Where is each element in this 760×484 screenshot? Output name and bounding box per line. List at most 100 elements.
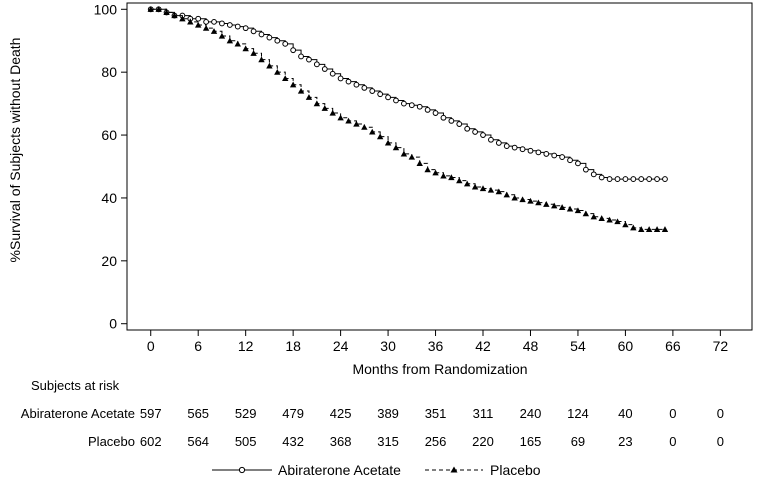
at-risk-count: 479 (282, 406, 304, 421)
at-risk-count: 529 (235, 406, 257, 421)
data-point (416, 160, 423, 166)
at-risk-count: 315 (377, 434, 399, 449)
data-point (480, 132, 486, 138)
data-point (622, 221, 629, 228)
data-point (646, 176, 653, 182)
data-point (416, 103, 423, 110)
data-point (234, 40, 241, 47)
data-point (306, 56, 312, 63)
data-point (369, 128, 376, 135)
data-point (630, 176, 637, 182)
y-tick-label: 60 (101, 127, 117, 143)
at-risk-count: 389 (377, 406, 399, 421)
data-point (258, 56, 265, 63)
data-point (203, 18, 210, 25)
data-point (464, 125, 471, 132)
at-risk-count: 0 (717, 434, 724, 449)
x-tick-label: 0 (147, 338, 155, 354)
x-tick-label: 60 (618, 338, 634, 354)
data-point (234, 23, 241, 30)
data-point (337, 75, 344, 82)
data-point (463, 180, 471, 187)
data-point (219, 20, 225, 27)
data-point (369, 88, 376, 94)
at-risk-count: 425 (330, 406, 352, 421)
data-point (471, 183, 479, 190)
data-point (179, 15, 186, 22)
legend: Abiraterone Acetate Placebo (212, 462, 541, 478)
data-point (321, 105, 328, 111)
data-point (290, 47, 297, 54)
data-point (424, 107, 431, 113)
data-point (250, 50, 257, 56)
data-point (653, 226, 661, 232)
data-point (384, 139, 392, 146)
data-point (353, 120, 360, 127)
data-point (377, 91, 384, 98)
at-risk-count: 505 (235, 434, 257, 449)
at-risk-row-label: Abiraterone Acetate (21, 406, 135, 421)
data-point (614, 176, 621, 182)
data-point (598, 174, 605, 181)
at-risk-count: 23 (618, 434, 632, 449)
data-point (147, 6, 154, 12)
data-point (582, 210, 590, 217)
at-risk-count: 597 (140, 406, 162, 421)
at-risk-count: 351 (425, 406, 447, 421)
x-tick-label: 54 (570, 338, 586, 354)
data-point (258, 31, 265, 38)
at-risk-count: 368 (330, 434, 352, 449)
at-risk-count: 240 (520, 406, 542, 421)
data-point (266, 34, 273, 41)
data-point (155, 6, 162, 12)
data-point (551, 152, 558, 159)
x-tick-label: 24 (333, 338, 349, 354)
data-point (582, 166, 589, 173)
y-tick-label: 40 (101, 190, 117, 206)
data-point (400, 150, 408, 157)
legend-marker-placebo (450, 466, 458, 473)
data-point (242, 45, 249, 52)
data-point (274, 68, 281, 75)
data-point (551, 202, 558, 209)
data-point (171, 12, 178, 19)
data-point (226, 22, 233, 28)
data-point (495, 188, 503, 195)
x-tick-label: 12 (238, 338, 254, 354)
at-risk-count: 565 (187, 406, 209, 421)
legend-label-abiraterone: Abiraterone Acetate (278, 462, 401, 478)
at-risk-count: 220 (472, 434, 494, 449)
data-point (519, 146, 526, 153)
series-layer (147, 6, 669, 232)
data-point (385, 94, 391, 101)
data-point (321, 66, 328, 72)
data-point (606, 216, 613, 223)
data-point (337, 114, 344, 121)
data-point (456, 177, 463, 184)
x-tick-label: 48 (523, 338, 539, 354)
data-point (503, 191, 510, 198)
data-point (345, 117, 352, 124)
data-point (638, 176, 645, 182)
data-point (448, 118, 455, 124)
data-point (226, 37, 234, 44)
data-point (503, 143, 510, 149)
data-point (606, 176, 613, 182)
y-tick-label: 80 (101, 64, 117, 80)
data-point (543, 151, 550, 157)
data-point (527, 197, 534, 204)
data-point (274, 37, 281, 44)
data-point (543, 201, 550, 207)
data-point (558, 204, 566, 210)
data-point (298, 53, 304, 60)
data-point (187, 18, 194, 25)
data-point (488, 136, 494, 143)
data-point (202, 24, 210, 31)
data-point (361, 84, 368, 91)
data-point (376, 133, 384, 140)
data-point (282, 40, 289, 47)
at-risk-count: 40 (618, 406, 632, 421)
data-point (345, 78, 352, 85)
data-point (408, 153, 416, 160)
